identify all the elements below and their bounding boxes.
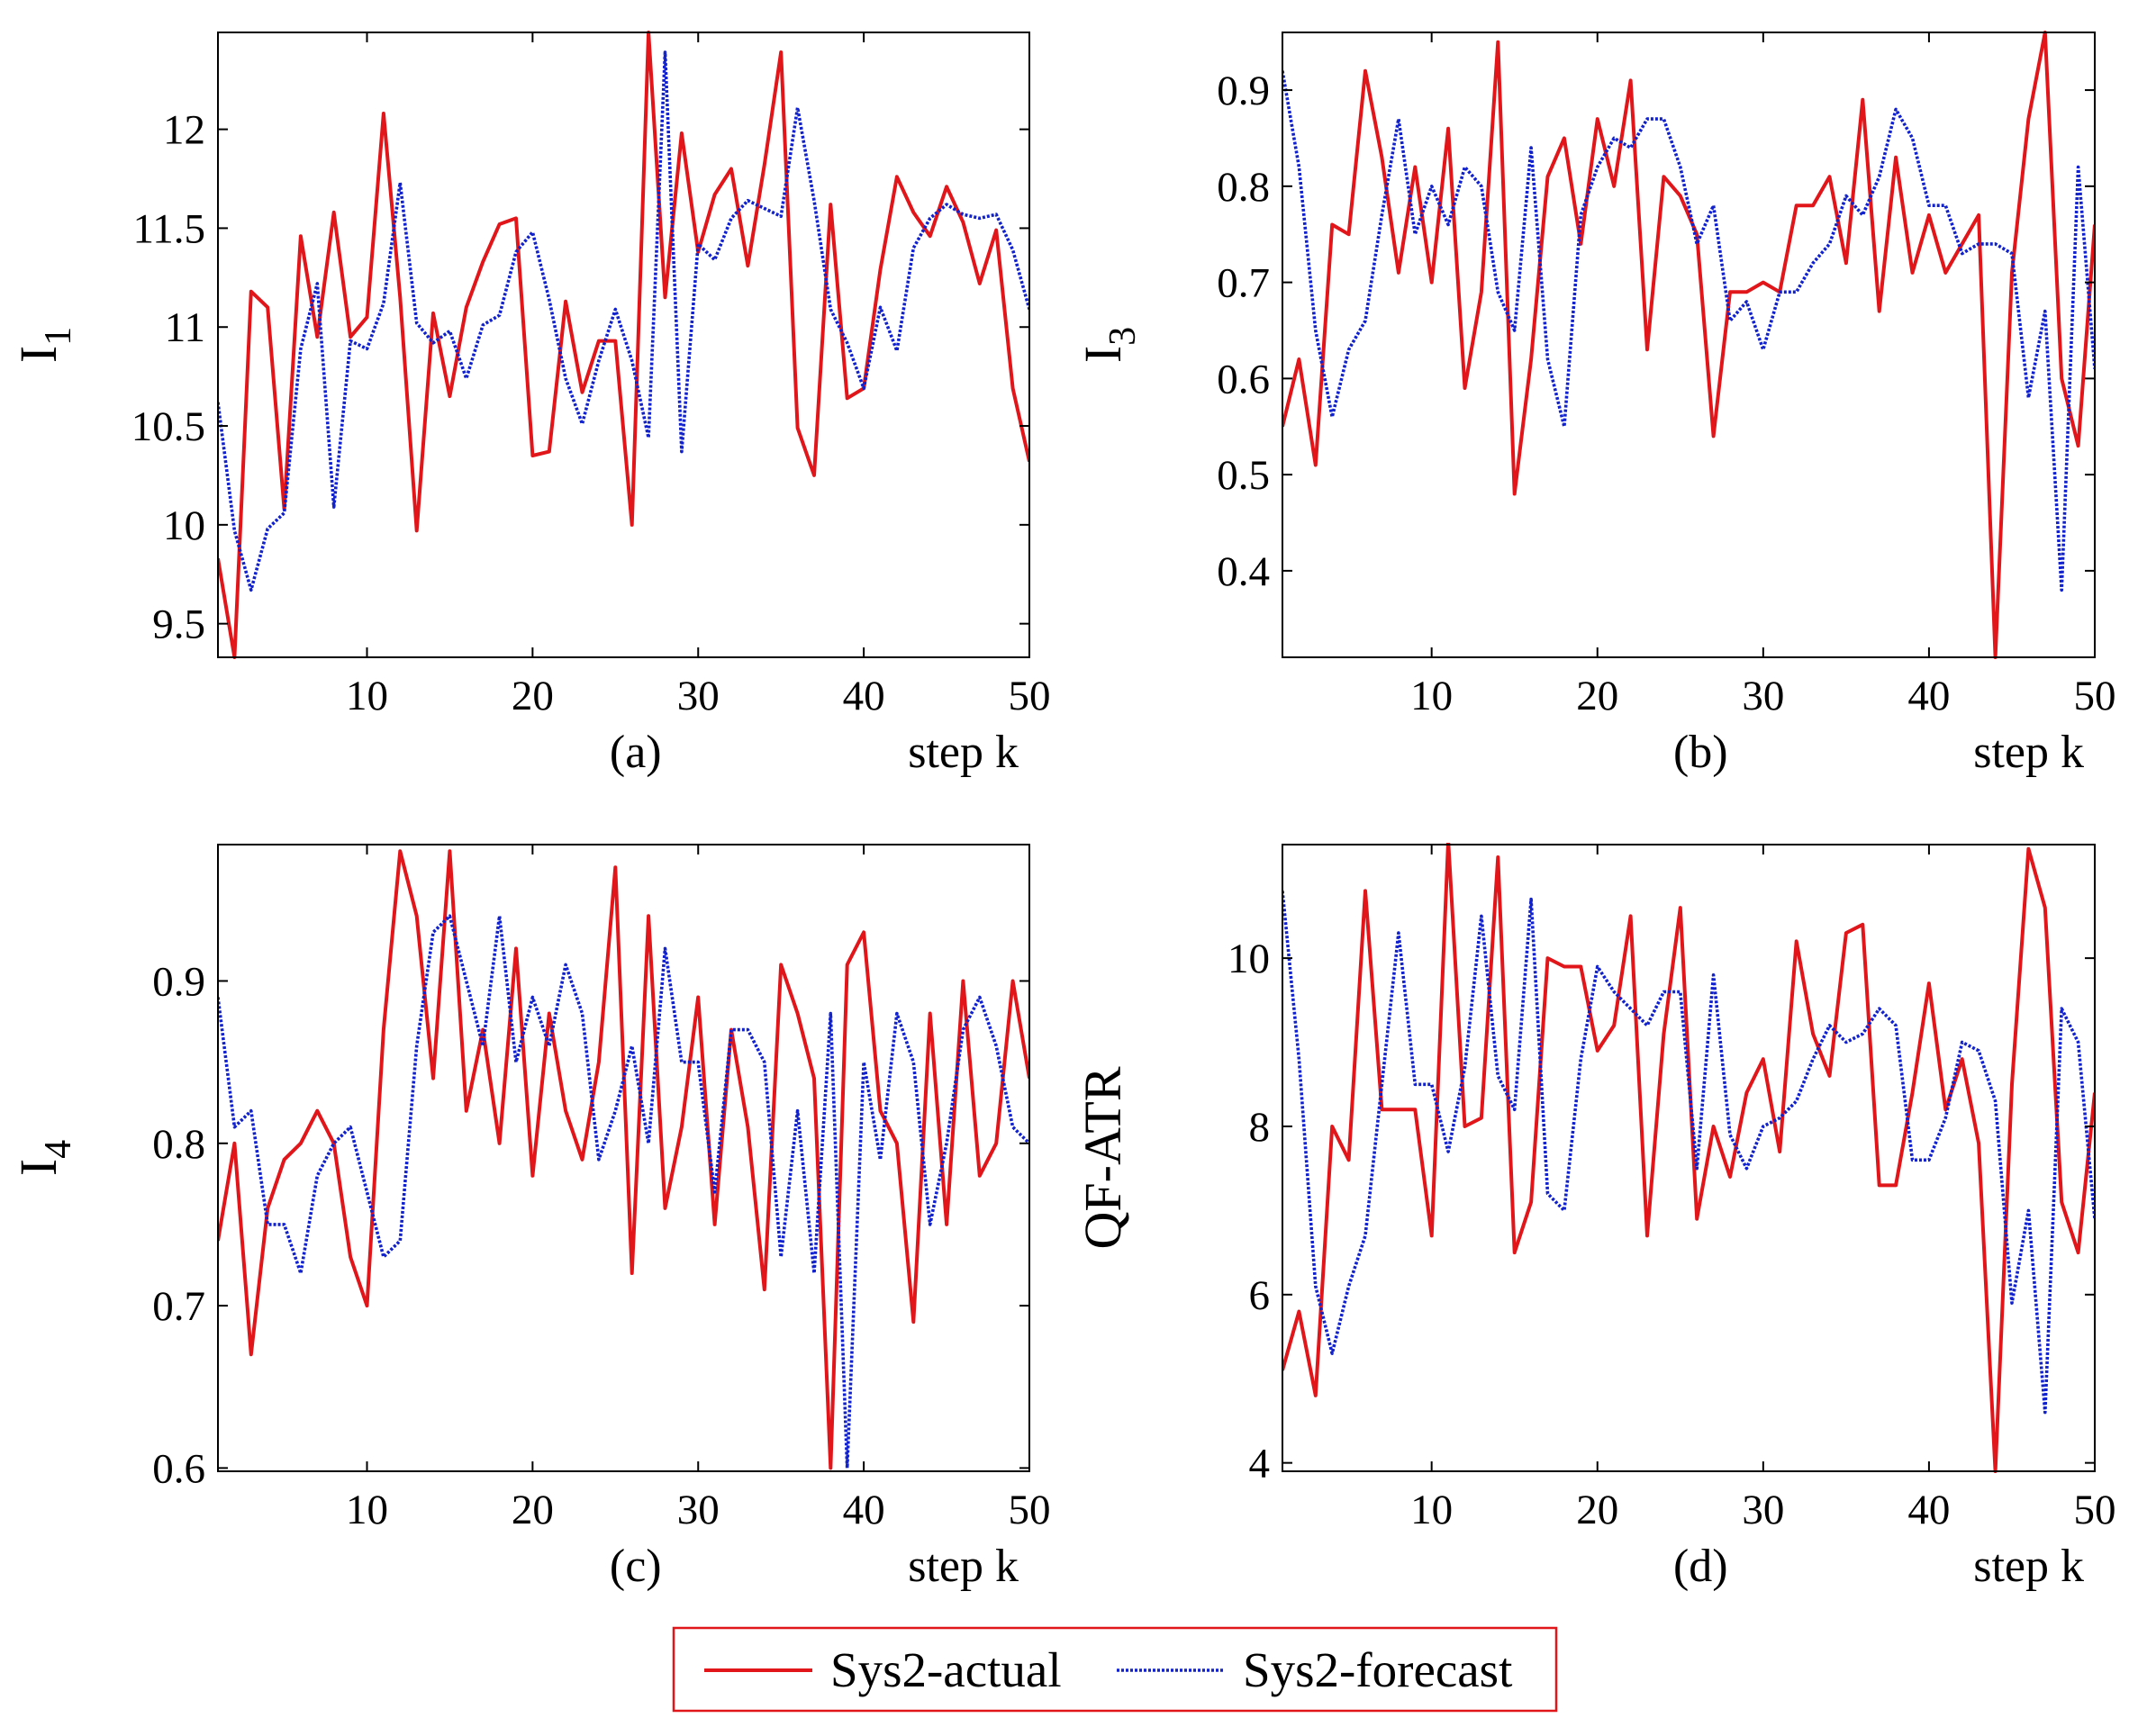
y-axis-label: I1 [9, 327, 79, 363]
y-tick-label: 6 [1249, 1272, 1271, 1319]
x-tick-label: 10 [1410, 1487, 1453, 1533]
legend-box [672, 1626, 1558, 1713]
x-tick-label: 50 [1009, 1487, 1051, 1533]
series-actual-line [1282, 843, 2095, 1473]
x-tick-label: 10 [346, 1487, 388, 1533]
legend-forecast-label: Sys2-forecast [1243, 1642, 1512, 1697]
x-tick-label: 20 [512, 673, 554, 719]
y-tick-label: 10.5 [131, 403, 205, 450]
y-tick-label: 0.6 [1217, 356, 1270, 402]
x-tick-label: 40 [843, 1487, 885, 1533]
panel-caption: (a) [610, 727, 662, 778]
y-tick-label: 0.6 [152, 1445, 205, 1492]
series-forecast-line [218, 914, 1029, 1470]
series-actual-line [218, 31, 1029, 659]
plot-frame [217, 844, 1030, 1472]
x-tick-label: 30 [1742, 1487, 1784, 1533]
y-tick-label: 4 [1249, 1441, 1271, 1487]
y-axis-label-subscript: 3 [1102, 327, 1144, 346]
x-tick-label: 40 [1907, 1487, 1950, 1533]
series-forecast-line [218, 50, 1029, 592]
y-tick-label: 11.5 [132, 205, 205, 252]
y-tick-label: 0.8 [152, 1121, 205, 1168]
y-tick-label: 10 [163, 502, 205, 549]
panel-caption: (d) [1673, 1541, 1728, 1592]
y-tick-label: 0.9 [1217, 68, 1270, 114]
y-tick-label: 11 [165, 304, 205, 351]
y-tick-label: 10 [1228, 936, 1270, 982]
plot-frame [1282, 32, 2096, 658]
y-tick-label: 0.9 [152, 958, 205, 1005]
y-tick-label: 9.5 [152, 601, 205, 648]
series-actual-line [218, 849, 1029, 1470]
y-axis-label: I4 [9, 1140, 79, 1176]
panel-caption: (c) [610, 1541, 662, 1592]
x-axis-label: step k [1973, 727, 2084, 778]
plot-frame [217, 32, 1030, 658]
x-tick-label: 20 [512, 1487, 554, 1533]
panel-a: 10 20 30 40 50 9.5 10 10.5 11 11.5 12 (a) step k I1 [9, 31, 1051, 778]
x-tick-label: 40 [843, 673, 885, 719]
x-tick-label: 50 [2074, 673, 2116, 719]
y-axis-label-subscript: 4 [38, 1140, 79, 1159]
panel-d: 10 20 30 40 50 4 6 8 10 (d) step k QF-ATR [1074, 843, 2116, 1592]
x-tick-label: 30 [677, 673, 720, 719]
y-tick-label: 0.5 [1217, 452, 1270, 499]
x-tick-label: 10 [346, 673, 388, 719]
x-axis-label: step k [908, 727, 1019, 778]
series-forecast-line [1282, 70, 2095, 592]
legend: Sys2-actual Sys2-forecast [672, 1626, 1558, 1713]
panel-caption: (b) [1673, 727, 1728, 778]
x-tick-label: 40 [1907, 673, 1950, 719]
y-tick-label: 0.7 [152, 1283, 205, 1330]
x-tick-label: 50 [2074, 1487, 2116, 1533]
x-tick-label: 30 [677, 1487, 720, 1533]
y-axis-label: QF-ATR [1074, 1066, 1132, 1249]
x-tick-label: 20 [1576, 1487, 1618, 1533]
y-tick-label: 0.8 [1217, 164, 1270, 211]
panel-c: 10 20 30 40 50 0.6 0.7 0.8 0.9 (c) step k I4 [9, 844, 1051, 1592]
y-tick-label: 12 [163, 107, 205, 154]
x-axis-label: step k [908, 1541, 1019, 1592]
panel-b: 10 20 30 40 50 0.4 0.5 0.6 0.7 0.8 0.9 (b) step k I3 [1074, 31, 2116, 778]
x-tick-label: 50 [1009, 673, 1051, 719]
y-tick-label: 8 [1249, 1104, 1271, 1151]
x-tick-label: 10 [1410, 673, 1453, 719]
legend-actual-label: Sys2-actual [830, 1642, 1062, 1697]
y-tick-label: 0.4 [1217, 548, 1270, 595]
x-axis-label: step k [1973, 1541, 2084, 1592]
y-tick-label: 0.7 [1217, 260, 1270, 307]
plot-frame [1282, 844, 2096, 1472]
series-actual-line [1282, 31, 2095, 659]
y-axis-label: I3 [1074, 327, 1144, 363]
x-tick-label: 20 [1576, 673, 1618, 719]
y-axis-label-subscript: 1 [38, 327, 79, 346]
series-forecast-line [1282, 891, 2095, 1415]
x-tick-label: 30 [1742, 673, 1784, 719]
